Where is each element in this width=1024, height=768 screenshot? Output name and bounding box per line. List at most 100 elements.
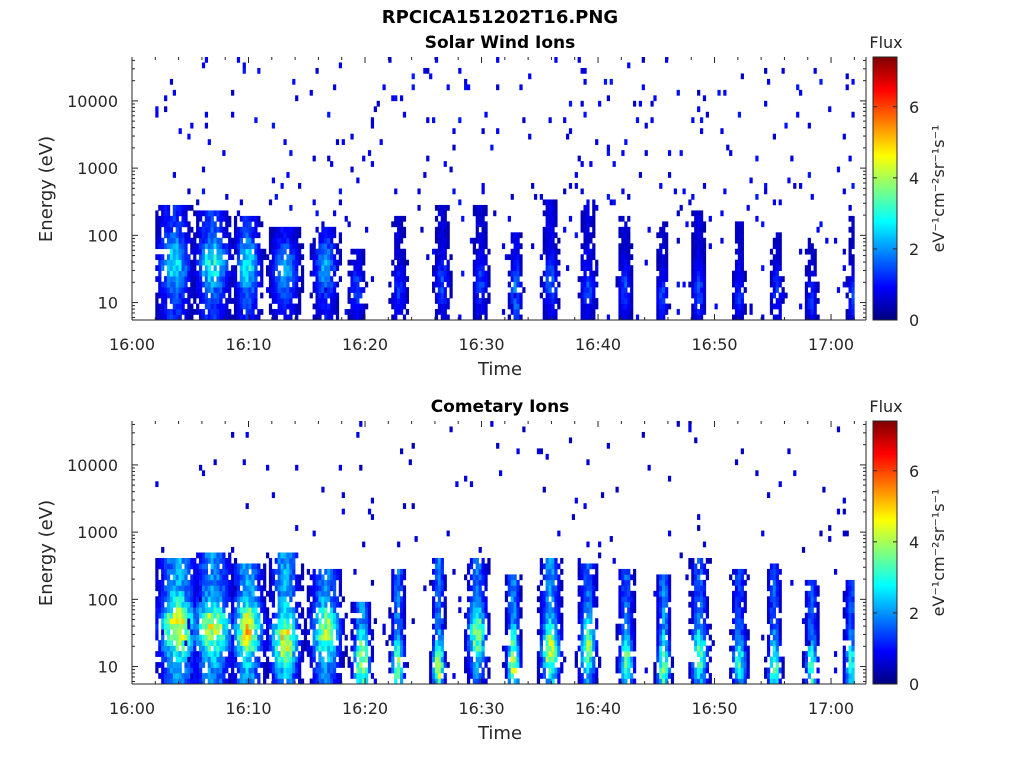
heatmap-cell bbox=[190, 287, 194, 293]
heatmap-cell bbox=[216, 662, 220, 668]
heatmap-cell bbox=[265, 634, 270, 641]
heatmap-cell bbox=[475, 298, 479, 304]
heatmap-cell bbox=[228, 640, 232, 646]
heatmap-cell bbox=[245, 651, 249, 657]
heatmap-cell bbox=[475, 612, 479, 619]
heatmap-cell bbox=[510, 673, 514, 679]
heatmap-cell bbox=[164, 618, 168, 625]
heatmap-cell bbox=[327, 248, 331, 255]
colorbar-gradient bbox=[872, 56, 898, 321]
heatmap-cell bbox=[496, 128, 500, 135]
heatmap-cell bbox=[248, 640, 252, 646]
heatmap-cell bbox=[557, 596, 561, 603]
heatmap-cell bbox=[737, 662, 742, 668]
heatmap-cell bbox=[627, 281, 631, 288]
heatmap-cell bbox=[222, 265, 226, 271]
heatmap-cell bbox=[737, 629, 742, 635]
heatmap-cell bbox=[219, 287, 223, 293]
heatmap-cell bbox=[245, 579, 249, 586]
heatmap-cell bbox=[201, 557, 206, 564]
heatmap-cell bbox=[251, 237, 255, 244]
heatmap-cell bbox=[586, 618, 590, 625]
heatmap-cell bbox=[245, 656, 249, 663]
heatmap-cell bbox=[627, 662, 631, 668]
heatmap-cell bbox=[699, 585, 704, 592]
heatmap-cell bbox=[356, 431, 360, 438]
heatmap-cell bbox=[536, 662, 541, 668]
heatmap-cell bbox=[265, 287, 270, 293]
heatmap-cell bbox=[807, 309, 811, 315]
heatmap-cell bbox=[327, 645, 331, 652]
heatmap-cell bbox=[254, 563, 258, 570]
heatmap-cell bbox=[228, 596, 232, 603]
heatmap-cell bbox=[251, 596, 255, 603]
heatmap-cell bbox=[545, 237, 549, 244]
heatmap-cell bbox=[737, 667, 742, 674]
heatmap-cell bbox=[388, 57, 392, 63]
heatmap-cell bbox=[231, 298, 235, 304]
heatmap-cell bbox=[545, 634, 549, 641]
heatmap-cell bbox=[233, 265, 238, 271]
heatmap-cell bbox=[545, 656, 549, 663]
heatmap-cell bbox=[166, 292, 171, 299]
heatmap-cell bbox=[268, 563, 273, 570]
heatmap-cell bbox=[740, 265, 744, 271]
heatmap-cell bbox=[190, 259, 194, 266]
heatmap-cell bbox=[402, 612, 407, 619]
heatmap-cell bbox=[394, 215, 398, 222]
heatmap-cell bbox=[810, 254, 814, 261]
heatmap-cell bbox=[338, 629, 343, 635]
heatmap-cell bbox=[248, 243, 252, 250]
heatmap-cell bbox=[271, 276, 276, 282]
heatmap-cell bbox=[609, 199, 613, 206]
heatmap-cell bbox=[769, 281, 774, 288]
heatmap-cell bbox=[589, 585, 593, 592]
heatmap-cell bbox=[772, 133, 776, 140]
heatmap-cell bbox=[321, 486, 325, 493]
heatmap-cell bbox=[292, 590, 296, 597]
heatmap-cell bbox=[251, 226, 255, 233]
heatmap-cell bbox=[303, 629, 308, 635]
heatmap-cell bbox=[300, 645, 305, 652]
heatmap-cell bbox=[627, 298, 631, 304]
heatmap-cell bbox=[161, 298, 165, 304]
heatmap-cell bbox=[359, 640, 363, 646]
heatmap-cell bbox=[187, 270, 191, 277]
heatmap-cell bbox=[504, 607, 509, 614]
heatmap-cell bbox=[475, 248, 479, 255]
heatmap-cell bbox=[338, 62, 343, 69]
heatmap-cell bbox=[225, 601, 229, 608]
heatmap-cell bbox=[362, 607, 366, 614]
heatmap-cell bbox=[239, 623, 243, 630]
heatmap-cell bbox=[699, 248, 704, 255]
heatmap-cell bbox=[289, 254, 293, 261]
heatmap-cell bbox=[586, 678, 590, 685]
heatmap-cell bbox=[359, 259, 363, 266]
heatmap-cell bbox=[630, 645, 634, 652]
heatmap-cell bbox=[466, 673, 471, 679]
heatmap-cell bbox=[475, 590, 479, 597]
heatmap-cell bbox=[300, 265, 305, 271]
heatmap-cell bbox=[260, 574, 264, 581]
heatmap-cell bbox=[155, 568, 159, 575]
heatmap-cell bbox=[656, 298, 660, 304]
heatmap-cell bbox=[481, 298, 485, 304]
heatmap-cell bbox=[283, 292, 287, 299]
heatmap-cell bbox=[516, 314, 520, 321]
heatmap-cell bbox=[257, 662, 261, 668]
heatmap-cell bbox=[586, 640, 590, 646]
heatmap-cell bbox=[699, 645, 704, 652]
heatmap-cell bbox=[775, 248, 779, 255]
heatmap-cell bbox=[577, 667, 581, 674]
heatmap-cell bbox=[627, 601, 631, 608]
heatmap-cell bbox=[225, 243, 229, 250]
heatmap-cell bbox=[595, 568, 599, 575]
heatmap-cell bbox=[434, 281, 439, 288]
heatmap-cell bbox=[175, 298, 179, 304]
heatmap-cell bbox=[697, 629, 701, 635]
heatmap-cell bbox=[245, 640, 249, 646]
heatmap-cell bbox=[362, 309, 366, 315]
heatmap-cell bbox=[740, 309, 744, 315]
heatmap-cell bbox=[434, 57, 439, 63]
heatmap-cell bbox=[394, 634, 398, 641]
